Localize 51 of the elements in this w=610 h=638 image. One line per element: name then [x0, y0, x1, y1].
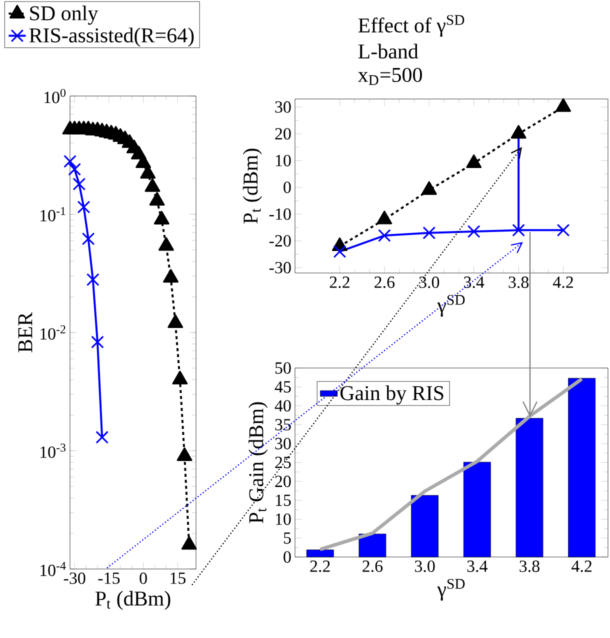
- x-tick-label: 3.4: [464, 276, 484, 288]
- x-tick-label: -15: [98, 572, 120, 584]
- y-axis-title: BER: [18, 312, 32, 352]
- text: Effect of γ$^{SD}$: [358, 15, 464, 37]
- y-tick-label: 30: [275, 438, 291, 450]
- y-tick-label: 15: [276, 494, 291, 506]
- text: x$_{D}$=500: [358, 68, 422, 85]
- y-tick-label: 20: [275, 476, 291, 488]
- x-tick-label: 3.0: [414, 560, 435, 572]
- x-tick-label: 2.2: [330, 276, 350, 288]
- x-tick-label: 2.2: [310, 560, 330, 572]
- y-tick-label: 5: [284, 532, 291, 544]
- y-tick-label: -30: [269, 262, 291, 274]
- x-tick-label: 4.2: [552, 276, 573, 288]
- y-tick-label: 10: [276, 154, 291, 166]
- y-tick-label: 0: [284, 182, 291, 194]
- y-tick-label: 10$^{-4}$: [40, 562, 66, 576]
- y-tick-label: 10$^{0}$: [44, 88, 66, 104]
- x-tick-label: 2.6: [374, 276, 395, 288]
- x-tick-label: 0: [140, 572, 147, 584]
- x-axis-title: P$_{t}$ (dBm): [95, 590, 170, 610]
- text: L-band: [358, 44, 418, 59]
- y-tick-label: 50: [275, 362, 291, 374]
- legend-label: SD only: [30, 6, 98, 25]
- x-tick-label: 3.0: [419, 276, 440, 288]
- x-axis-title: γ$^{SD}$: [437, 294, 465, 317]
- x-tick-label: 3.4: [467, 560, 488, 572]
- y-tick-label: 45: [274, 381, 291, 393]
- y-tick-label: 20: [275, 128, 291, 140]
- x-tick-label: 3.8: [520, 560, 540, 572]
- y-tick-label: 40: [274, 400, 291, 412]
- y-axis-title: P$_{t}$ Gain (dBm): [248, 402, 268, 524]
- legend-label: Gain by RIS: [340, 385, 444, 405]
- x-tick-label: 15: [170, 572, 186, 584]
- x-tick-label: 3.8: [508, 276, 529, 288]
- y-tick-label: 35: [275, 418, 291, 430]
- x-tick-label: -30: [64, 572, 86, 584]
- y-tick-label: -20: [269, 235, 291, 247]
- y-tick-label: 10$^{-3}$: [40, 444, 66, 458]
- x-axis-title: γ$^{SD}$: [437, 578, 465, 601]
- y-tick-label: 25: [275, 456, 291, 468]
- legend-label: RIS-assisted(R=64): [29, 28, 194, 47]
- y-tick-label: 0: [284, 551, 291, 563]
- y-axis-title: P$_{t}$ (dBm): [242, 148, 262, 224]
- y-tick-label: 10: [276, 513, 291, 525]
- x-tick-label: 4.2: [572, 560, 592, 572]
- y-tick-label: 10$^{-2}$: [40, 325, 66, 340]
- x-tick-label: 2.6: [362, 560, 383, 572]
- y-tick-label: 10$^{-1}$: [40, 207, 66, 222]
- y-tick-label: -10: [269, 208, 291, 220]
- y-tick-label: 30: [275, 101, 291, 113]
